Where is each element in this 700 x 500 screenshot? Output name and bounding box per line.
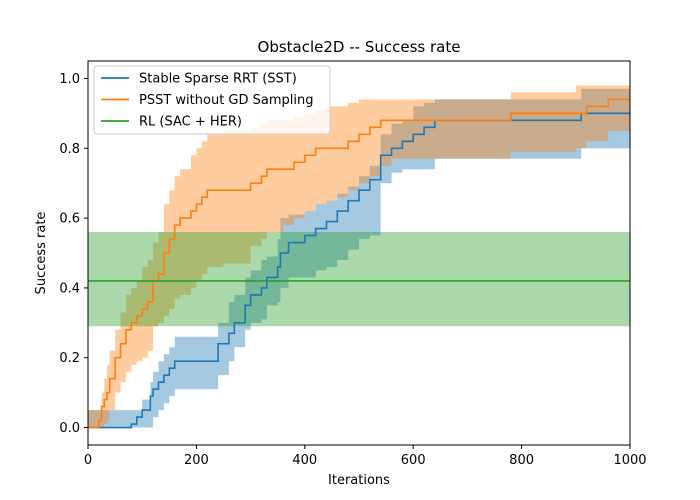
rl-sac-her-band — [88, 232, 630, 327]
psst-without-gd-sampling-band — [88, 85, 630, 428]
series-lines — [88, 98, 630, 429]
x-tick-label: 600 — [401, 453, 426, 468]
x-tick-label: 0 — [84, 453, 92, 468]
y-tick-label: 0.6 — [59, 212, 80, 227]
y-tick-label: 0.8 — [59, 142, 80, 157]
legend: Stable Sparse RRT (SST) PSST without GD S… — [93, 65, 331, 135]
y-axis-label: Success rate — [34, 212, 49, 295]
x-tick-label: 200 — [184, 453, 209, 468]
psst-without-gd-sampling-line — [88, 98, 630, 429]
stable-sparse-rrt-sst-band — [88, 88, 630, 428]
legend-box — [93, 65, 331, 135]
y-tick-label: 0.0 — [59, 421, 80, 436]
plot-frame — [87, 60, 631, 446]
legend-label: RL (SAC + HER) — [139, 115, 242, 130]
legend-label: Stable Sparse RRT (SST) — [139, 72, 297, 87]
x-axis-ticks: 0 200 400 600 800 1000 — [84, 445, 647, 468]
y-tick-label: 0.4 — [59, 281, 80, 296]
legend-label: PSST without GD Sampling — [139, 93, 313, 108]
y-tick-label: 1.0 — [59, 72, 80, 87]
stable-sparse-rrt-sst-line — [88, 112, 630, 429]
y-tick-label: 0.2 — [59, 351, 80, 366]
confidence-bands — [88, 85, 630, 428]
x-tick-label: 400 — [292, 453, 317, 468]
x-tick-label: 800 — [509, 453, 534, 468]
y-axis-ticks: 0.0 0.2 0.4 0.6 0.8 1.0 — [59, 72, 88, 436]
x-tick-label: 1000 — [613, 453, 646, 468]
chart-title: Obstacle2D -- Success rate — [258, 38, 461, 56]
x-axis-label: Iterations — [328, 473, 390, 488]
